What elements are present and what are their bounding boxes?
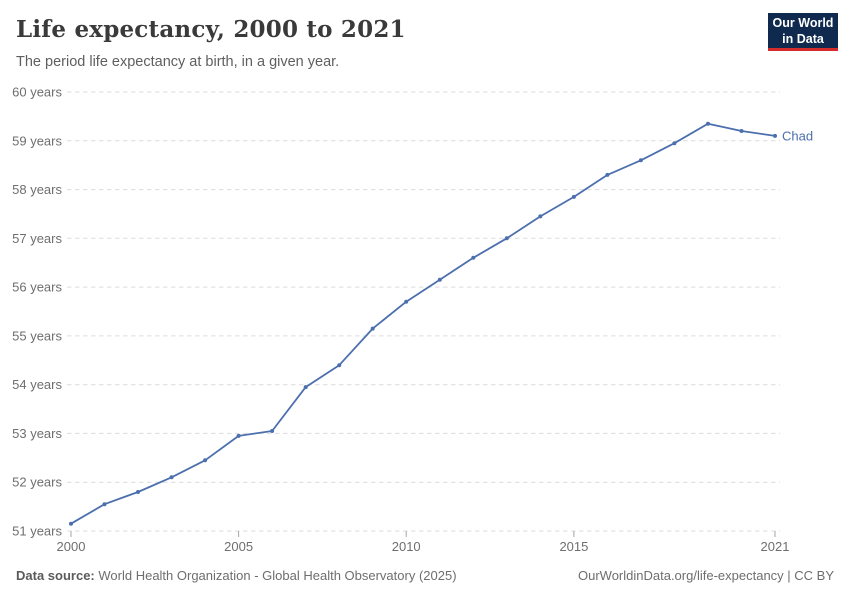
data-point[interactable] (706, 121, 710, 126)
data-point[interactable] (504, 236, 509, 241)
data-point[interactable] (169, 475, 174, 480)
license-link[interactable]: OurWorldinData.org/life-expectancy | CC … (577, 568, 834, 583)
x-tick-label: 2000 (57, 539, 86, 554)
y-tick-label: 56 years (12, 280, 62, 295)
data-point[interactable] (136, 490, 140, 494)
data-point[interactable] (739, 129, 744, 133)
y-tick-label: 52 years (12, 475, 62, 490)
owid-logo[interactable]: Our World in Data (768, 13, 838, 51)
y-tick-label: 59 years (12, 133, 62, 148)
page-title: Life expectancy, 2000 to 2021 (16, 16, 406, 43)
data-point[interactable] (471, 255, 476, 260)
data-point[interactable] (571, 194, 576, 199)
data-point[interactable] (605, 172, 610, 177)
data-point[interactable] (236, 433, 241, 438)
y-tick-label: 58 years (12, 182, 62, 197)
y-tick-label: 60 years (12, 85, 62, 100)
x-tick-label: 2015 (559, 539, 588, 554)
data-point[interactable] (404, 299, 409, 304)
data-point[interactable] (538, 214, 543, 219)
owid-logo-line1: Our World (772, 15, 834, 30)
owid-logo-line2: in Data (782, 31, 824, 46)
data-source-note: Data source: World Health Organization -… (16, 568, 457, 583)
data-point[interactable] (270, 429, 275, 433)
y-tick-label: 54 years (12, 377, 62, 392)
data-point[interactable] (303, 385, 308, 390)
data-point[interactable] (69, 521, 73, 526)
data-point[interactable] (370, 326, 375, 331)
y-tick-label: 51 years (12, 524, 62, 539)
chart-subtitle: The period life expectancy at birth, in … (16, 54, 340, 70)
y-tick-label: 53 years (12, 426, 62, 441)
data-point[interactable] (203, 458, 208, 463)
data-point[interactable] (337, 363, 342, 368)
y-tick-label: 55 years (12, 328, 62, 343)
series-line[interactable] (70, 122, 776, 525)
x-tick-label: 2010 (392, 539, 421, 554)
x-tick-label: 2005 (224, 539, 253, 554)
x-tick-label: 2021 (761, 539, 790, 554)
y-tick-label: 57 years (12, 231, 62, 246)
data-point[interactable] (773, 133, 777, 138)
data-point[interactable] (672, 141, 677, 146)
chart-footer: Data source: World Health Organization -… (16, 568, 834, 583)
data-source-label: Data source: (16, 568, 95, 583)
data-point[interactable] (102, 502, 107, 507)
data-source-text: World Health Organization - Global Healt… (98, 568, 457, 583)
series-label: Chad (782, 128, 813, 143)
data-point[interactable] (638, 158, 643, 163)
data-point[interactable] (437, 277, 442, 282)
